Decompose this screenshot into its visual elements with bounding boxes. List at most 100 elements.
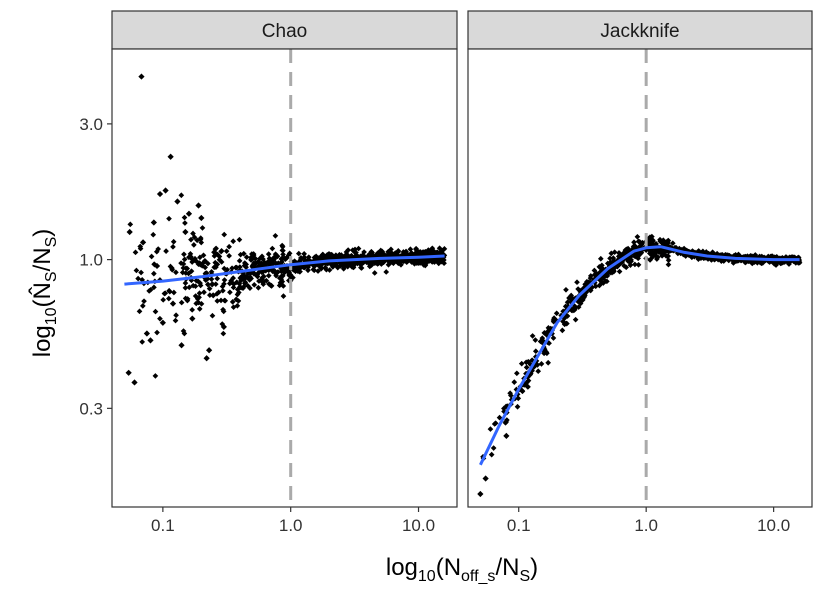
data-point [226, 280, 233, 287]
panel-border [467, 48, 813, 508]
data-point [366, 263, 373, 270]
data-point [180, 328, 187, 334]
data-point [276, 275, 283, 281]
data-point [188, 268, 195, 275]
data-point [604, 273, 611, 279]
data-point [496, 414, 503, 421]
data-point [188, 253, 194, 260]
data-point [559, 327, 566, 334]
data-point [488, 451, 495, 458]
data-point [574, 279, 580, 286]
data-point [181, 256, 188, 263]
y-axis-title-num: N̂ [28, 282, 56, 299]
data-point [174, 198, 181, 205]
data-point [195, 299, 202, 306]
data-point [553, 310, 560, 317]
data-point [282, 256, 289, 263]
panel-jackknife: Jackknife [467, 10, 813, 508]
data-point [592, 283, 599, 290]
facet-strip [111, 10, 458, 50]
y-axis: 0.3 1.0 3.0 [79, 115, 112, 418]
x-tick-label: 0.1 [151, 516, 175, 535]
data-point [441, 245, 448, 252]
data-point [182, 228, 189, 236]
data-point [229, 299, 236, 305]
data-point [425, 247, 432, 253]
data-point [514, 370, 520, 377]
data-point [562, 303, 569, 310]
data-point [360, 259, 367, 266]
data-point [181, 214, 188, 221]
data-point [358, 265, 365, 271]
data-point [138, 73, 145, 80]
data-point [441, 260, 447, 267]
data-point [182, 270, 189, 276]
data-point [197, 236, 204, 243]
panel-background [112, 49, 457, 507]
data-point [371, 270, 378, 276]
data-point [523, 364, 530, 371]
data-point [191, 242, 197, 248]
data-point [538, 361, 545, 367]
data-point [133, 267, 140, 274]
data-point [207, 292, 213, 298]
data-point [271, 253, 278, 260]
data-point [196, 306, 203, 312]
data-point [252, 255, 259, 262]
data-point [237, 275, 244, 281]
data-point [660, 240, 667, 247]
data-point [170, 238, 177, 245]
data-point [277, 279, 284, 286]
data-point [240, 285, 246, 292]
data-point [193, 277, 200, 284]
y-axis-title-num-sub: S [43, 271, 60, 282]
data-point [150, 231, 157, 238]
data-point [412, 258, 419, 264]
y-axis-title-base-sub: 10 [43, 307, 60, 325]
data-point [571, 306, 578, 313]
data-point [185, 210, 193, 217]
data-point [233, 279, 240, 286]
data-point [243, 254, 250, 261]
data-point [647, 257, 653, 263]
data-point [182, 285, 189, 291]
data-point [584, 278, 590, 285]
data-point [420, 249, 426, 255]
data-point [137, 245, 144, 252]
data-point [610, 268, 617, 275]
data-point [230, 284, 237, 291]
data-point [266, 281, 272, 287]
x-axis-title: log10(Noff_s/NS) [386, 554, 538, 585]
data-point [550, 335, 557, 341]
data-point [236, 258, 243, 264]
data-point [581, 294, 587, 301]
data-point [156, 190, 164, 198]
data-point [197, 260, 203, 267]
data-point [136, 308, 143, 315]
data-point [518, 360, 525, 367]
smooth-line [479, 245, 800, 466]
data-point [280, 251, 286, 258]
data-point [180, 265, 187, 271]
facet-strip [467, 10, 813, 50]
data-point [597, 255, 604, 262]
data-point [218, 259, 225, 265]
data-point [532, 348, 539, 355]
data-point [221, 231, 228, 238]
data-point [218, 248, 224, 255]
data-point [353, 249, 359, 256]
data-point [224, 266, 230, 273]
data-point [155, 246, 162, 252]
x-axis-title-den-sub: S [519, 568, 530, 585]
data-point [632, 261, 638, 268]
data-point [542, 330, 548, 336]
data-point [242, 279, 249, 286]
data-point [572, 316, 579, 323]
data-point [223, 248, 230, 254]
data-point [226, 243, 232, 250]
data-point [182, 220, 188, 226]
data-point [545, 359, 552, 366]
data-point [313, 254, 319, 261]
data-point [633, 253, 639, 260]
data-point [214, 275, 221, 282]
